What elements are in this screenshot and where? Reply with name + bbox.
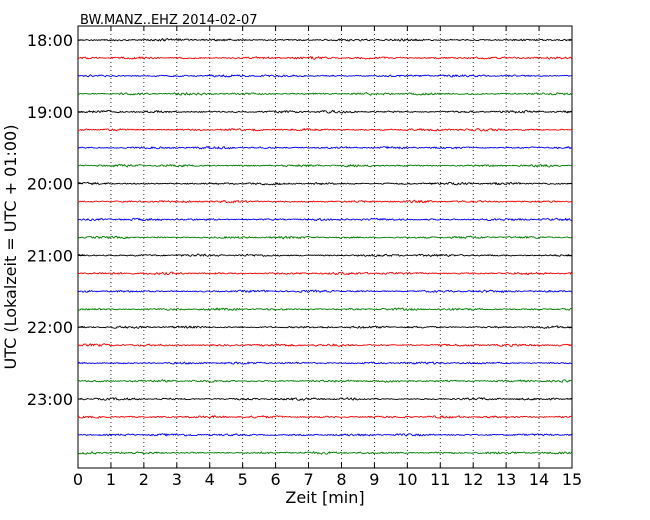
plot-frame — [77, 25, 573, 469]
seismic-trace — [77, 145, 573, 150]
seismic-trace — [77, 253, 573, 258]
x-tick-label: 11 — [430, 470, 450, 489]
x-tick-label: 9 — [369, 470, 379, 489]
x-tick-label: 2 — [139, 470, 149, 489]
seismic-trace — [77, 199, 572, 204]
x-tick-label: 7 — [303, 470, 313, 489]
seismic-trace — [77, 415, 573, 419]
chart-title: BW.MANZ..EHZ 2014-02-07 — [80, 13, 258, 28]
x-tick-label: 3 — [172, 470, 182, 489]
seismic-trace — [77, 91, 573, 96]
seismic-trace — [77, 74, 573, 78]
seismic-trace — [77, 235, 573, 240]
seismic-traces — [77, 38, 573, 455]
y-tick-label: 23:00 — [27, 390, 73, 409]
seismic-trace — [77, 289, 573, 294]
x-tick-label: 14 — [529, 470, 549, 489]
x-grid — [110, 26, 540, 468]
seismic-trace — [77, 163, 573, 168]
seismic-trace — [77, 109, 573, 114]
x-tick-label: 13 — [496, 470, 516, 489]
y-tick-label: 19:00 — [27, 103, 73, 122]
y-tick-label: 21:00 — [27, 246, 73, 265]
x-tick-labels: 0 1 2 3 4 5 6 7 8 9 10 11 12 13 14 15 — [73, 470, 582, 489]
seismic-trace — [77, 433, 573, 437]
x-tick-label: 15 — [562, 470, 582, 489]
x-tick-label: 4 — [205, 470, 215, 489]
y-axis-label: UTC (Lokalzeit = UTC + 01:00) — [1, 125, 20, 370]
x-tick-label: 6 — [271, 470, 281, 489]
seismic-trace — [77, 343, 573, 348]
y-tick-labels: 18:00 19:00 20:00 21:00 22:00 23:00 — [27, 31, 73, 409]
x-tick-label: 8 — [336, 470, 346, 489]
x-tick-label: 1 — [106, 470, 116, 489]
seismic-trace — [77, 307, 573, 312]
seismic-trace — [77, 325, 573, 330]
seismic-trace — [77, 127, 573, 132]
seismic-trace — [77, 181, 573, 186]
seismic-trace — [77, 38, 573, 42]
x-tick-label: 5 — [238, 470, 248, 489]
y-tick-label: 18:00 — [27, 31, 73, 50]
tick-marks — [77, 26, 573, 468]
seismic-trace — [77, 379, 573, 383]
y-tick-label: 22:00 — [27, 318, 73, 337]
x-tick-label: 12 — [463, 470, 483, 489]
x-axis-label: Zeit [min] — [285, 488, 364, 507]
seismic-trace — [77, 55, 573, 60]
seismic-trace — [77, 271, 573, 276]
x-tick-label: 10 — [397, 470, 417, 489]
seismic-trace — [77, 361, 573, 365]
seismic-trace — [77, 217, 573, 222]
x-tick-label: 0 — [73, 470, 83, 489]
seismic-trace — [77, 397, 573, 401]
seismic-trace — [77, 450, 573, 455]
y-tick-label: 20:00 — [27, 175, 73, 194]
